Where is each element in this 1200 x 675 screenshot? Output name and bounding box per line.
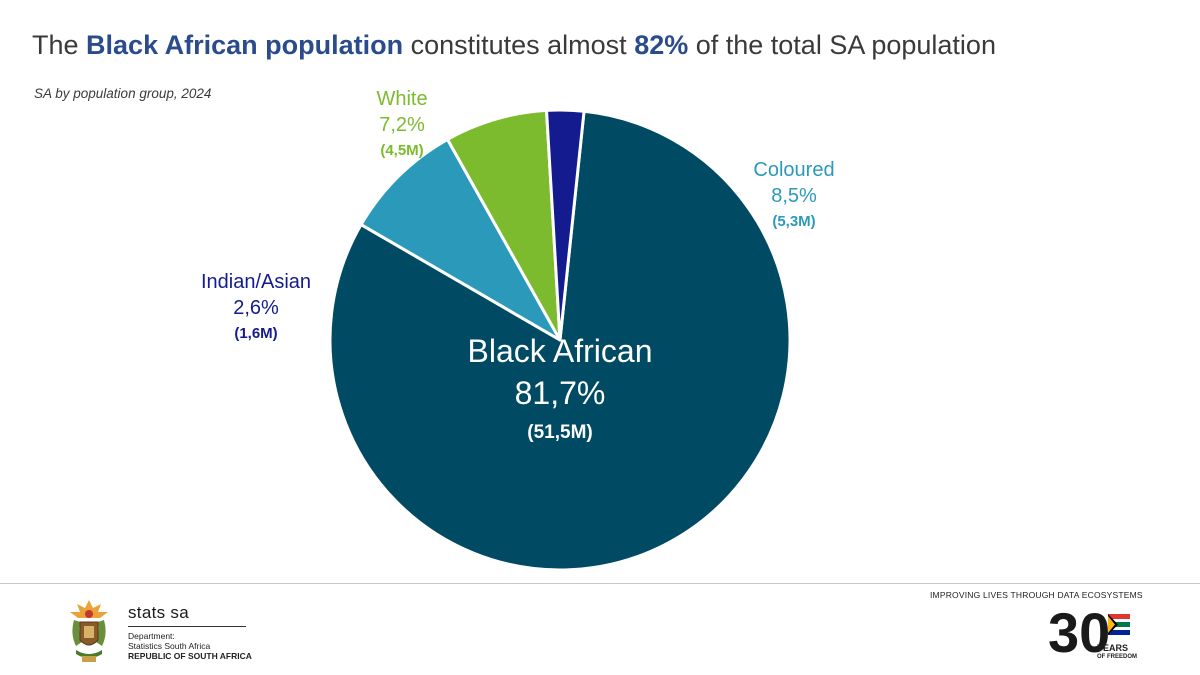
republic-label: REPUBLIC OF SOUTH AFRICA [128, 651, 252, 661]
slice-label-count-black-african: (51,5M) [527, 422, 592, 443]
stats-sa-branding: stats sa Department: Statistics South Af… [64, 598, 264, 668]
slice-label-name-indian-asian: Indian/Asian [201, 271, 311, 293]
logo-years-text: YEARS OF FREEDOM [1097, 644, 1137, 662]
slice-label-name-black-african: Black African [468, 333, 653, 369]
slice-label-percent-coloured: 8,5% [771, 185, 817, 207]
department-block: Department: Statistics South Africa REPU… [128, 631, 252, 661]
slice-label-count-coloured: (5,3M) [772, 213, 815, 230]
logo-freedom: OF FREEDOM [1097, 654, 1137, 660]
brand-rule [128, 626, 246, 627]
title-part-5: of the total SA population [688, 30, 996, 60]
slice-label-name-coloured: Coloured [753, 159, 834, 181]
slice-label-percent-indian-asian: 2,6% [233, 297, 279, 319]
department-label: Department: [128, 631, 175, 641]
department-name: Statistics South Africa [128, 641, 211, 651]
thirty-years-logo-icon: 30 [1048, 601, 1130, 664]
logo-years: YEARS [1097, 643, 1129, 653]
coat-of-arms-icon [70, 600, 108, 662]
page-title: The Black African population constitutes… [32, 30, 996, 61]
title-part-3: constitutes almost [403, 30, 635, 60]
brand-name: stats sa [128, 603, 189, 622]
tagline: IMPROVING LIVES THROUGH DATA ECOSYSTEMS [930, 590, 1143, 600]
logo-number: 30 [1048, 601, 1110, 664]
title-highlight-group: Black African population [86, 30, 404, 60]
pie-slice-coloured [359, 137, 562, 342]
title-highlight-percent: 82% [634, 30, 689, 60]
title-part-1: The [32, 30, 87, 60]
chart-subtitle: SA by population group, 2024 [34, 86, 212, 101]
slice-label-percent-black-african: 81,7% [515, 375, 606, 411]
slice-label-percent-white: 7,2% [379, 114, 425, 136]
slice-label-count-indian-asian: (1,6M) [234, 325, 277, 342]
pie-slice-white [446, 108, 562, 342]
pie-slice-indian-asian [545, 108, 586, 342]
footer-divider [0, 583, 1200, 584]
slice-label-name-white: White [376, 88, 427, 110]
slice-label-count-white: (4,5M) [380, 142, 423, 159]
pie-chart: Black African 81,7% (51,5M) Coloured 8,5% (5,… [201, 88, 835, 572]
